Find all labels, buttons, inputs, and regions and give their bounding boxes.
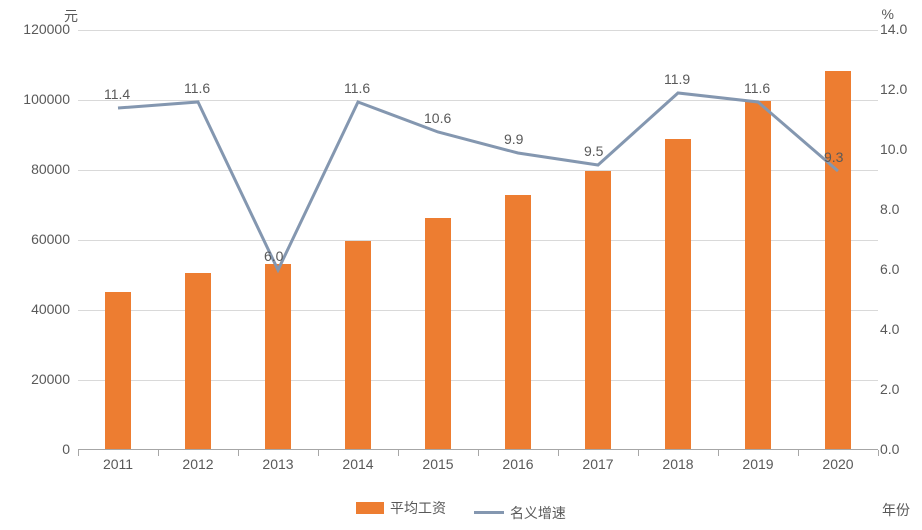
x-tick-label: 2013 xyxy=(238,456,318,472)
line-data-label: 11.6 xyxy=(744,80,770,96)
y-left-tick: 120000 xyxy=(0,21,70,37)
x-tick-label: 2018 xyxy=(638,456,718,472)
y-right-tick: 14.0 xyxy=(880,21,916,37)
y-left-tick: 20000 xyxy=(0,371,70,387)
line-data-label: 11.6 xyxy=(344,80,370,96)
line-data-label: 11.9 xyxy=(664,71,690,87)
x-tick-label: 2019 xyxy=(718,456,798,472)
y-left-tick: 40000 xyxy=(0,301,70,317)
legend: 平均工资 名义增速 xyxy=(0,498,922,523)
x-tick-label: 2015 xyxy=(398,456,478,472)
y-left-tick: 0 xyxy=(0,441,70,457)
line-data-label: 9.5 xyxy=(584,143,603,159)
chart: 元 % 年份 020000400006000080000100000120000… xyxy=(0,0,922,530)
x-tick-mark xyxy=(878,450,879,456)
x-tick-label: 2016 xyxy=(478,456,558,472)
x-tick-label: 2012 xyxy=(158,456,238,472)
y-right-tick: 10.0 xyxy=(880,141,916,157)
y-right-tick: 8.0 xyxy=(880,201,916,217)
y-right-title: % xyxy=(882,6,894,22)
legend-line-swatch xyxy=(474,511,504,514)
legend-item-bar: 平均工资 xyxy=(356,498,446,518)
y-right-tick: 0.0 xyxy=(880,441,916,457)
x-tick-label: 2011 xyxy=(78,456,158,472)
y-left-tick: 60000 xyxy=(0,231,70,247)
x-tick-label: 2014 xyxy=(318,456,398,472)
y-right-tick: 2.0 xyxy=(880,381,916,397)
legend-item-line: 名义增速 xyxy=(474,503,566,523)
legend-bar-swatch xyxy=(356,502,384,514)
legend-bar-label: 平均工资 xyxy=(390,498,446,518)
line-data-label: 10.6 xyxy=(424,110,451,126)
y-right-tick: 12.0 xyxy=(880,81,916,97)
line-data-label: 9.9 xyxy=(504,131,523,147)
line-data-label: 9.3 xyxy=(824,149,843,165)
line-data-label: 11.4 xyxy=(104,86,130,102)
y-right-tick: 6.0 xyxy=(880,261,916,277)
y-right-tick: 4.0 xyxy=(880,321,916,337)
plot-area: 11.4 11.6 6.0 11.6 10.6 9.9 9.5 11.9 11.6 9.3 xyxy=(78,30,878,450)
y-left-tick: 80000 xyxy=(0,161,70,177)
line-data-label: 6.0 xyxy=(264,248,283,264)
x-tick-label: 2017 xyxy=(558,456,638,472)
x-tick-label: 2020 xyxy=(798,456,878,472)
line-path xyxy=(118,93,838,270)
line-data-label: 11.6 xyxy=(184,80,210,96)
legend-line-label: 名义增速 xyxy=(510,503,566,523)
y-left-tick: 100000 xyxy=(0,91,70,107)
